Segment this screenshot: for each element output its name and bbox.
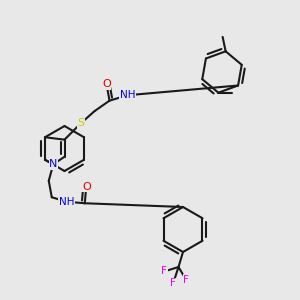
Text: O: O (82, 182, 91, 192)
Text: F: F (161, 266, 167, 277)
Text: S: S (77, 118, 85, 128)
Text: NH: NH (120, 90, 135, 100)
Text: N: N (49, 159, 58, 169)
Text: NH: NH (59, 197, 74, 207)
Text: F: F (183, 274, 189, 285)
Text: O: O (102, 79, 111, 89)
Text: F: F (170, 278, 176, 289)
